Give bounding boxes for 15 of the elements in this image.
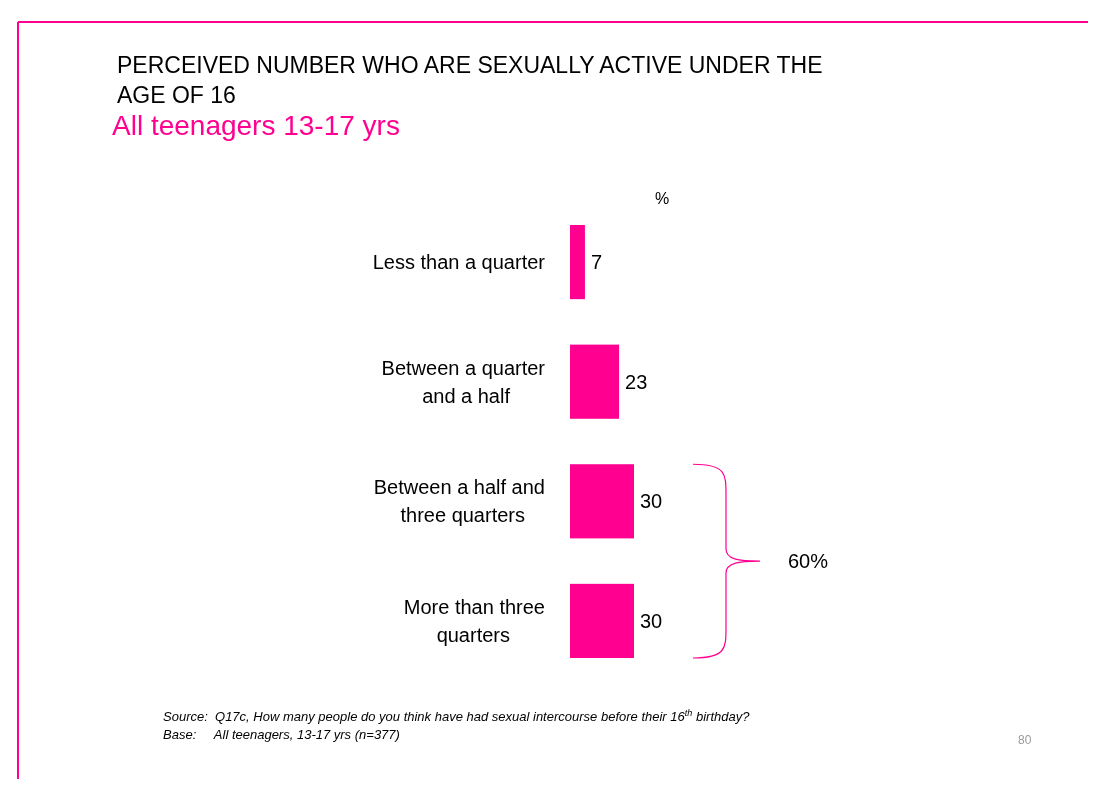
data-label: 7 [590, 251, 603, 274]
text: 60% [788, 550, 829, 573]
data-label: 30 [640, 490, 663, 513]
chart-title: PERCEIVED NUMBER WHO ARE SEXUALLY ACTIVE UNDER THE AGE OF 16 [117, 52, 823, 108]
y-tick-label: More than three quarters [403, 595, 545, 646]
data-label: 23 [625, 370, 648, 393]
y-tick-label: Less than a quarter [372, 251, 546, 274]
x-axis-title: % [654, 190, 670, 207]
y-tick-label: Between a quarter and a half [381, 356, 546, 407]
source-note: Source: Q17c, How many people do you think have had sexual intercourse before their 16$^{th}$ birthday? [163, 708, 751, 724]
text: All teenagers 13-17 yrs [112, 110, 400, 141]
text: Base: All teenagers, 13-17 yrs (n=377) [163, 727, 400, 742]
text: 80 [1018, 733, 1032, 747]
y-tick-label: Between a half and three quarters [373, 476, 545, 527]
data-label: 30 [640, 609, 663, 632]
